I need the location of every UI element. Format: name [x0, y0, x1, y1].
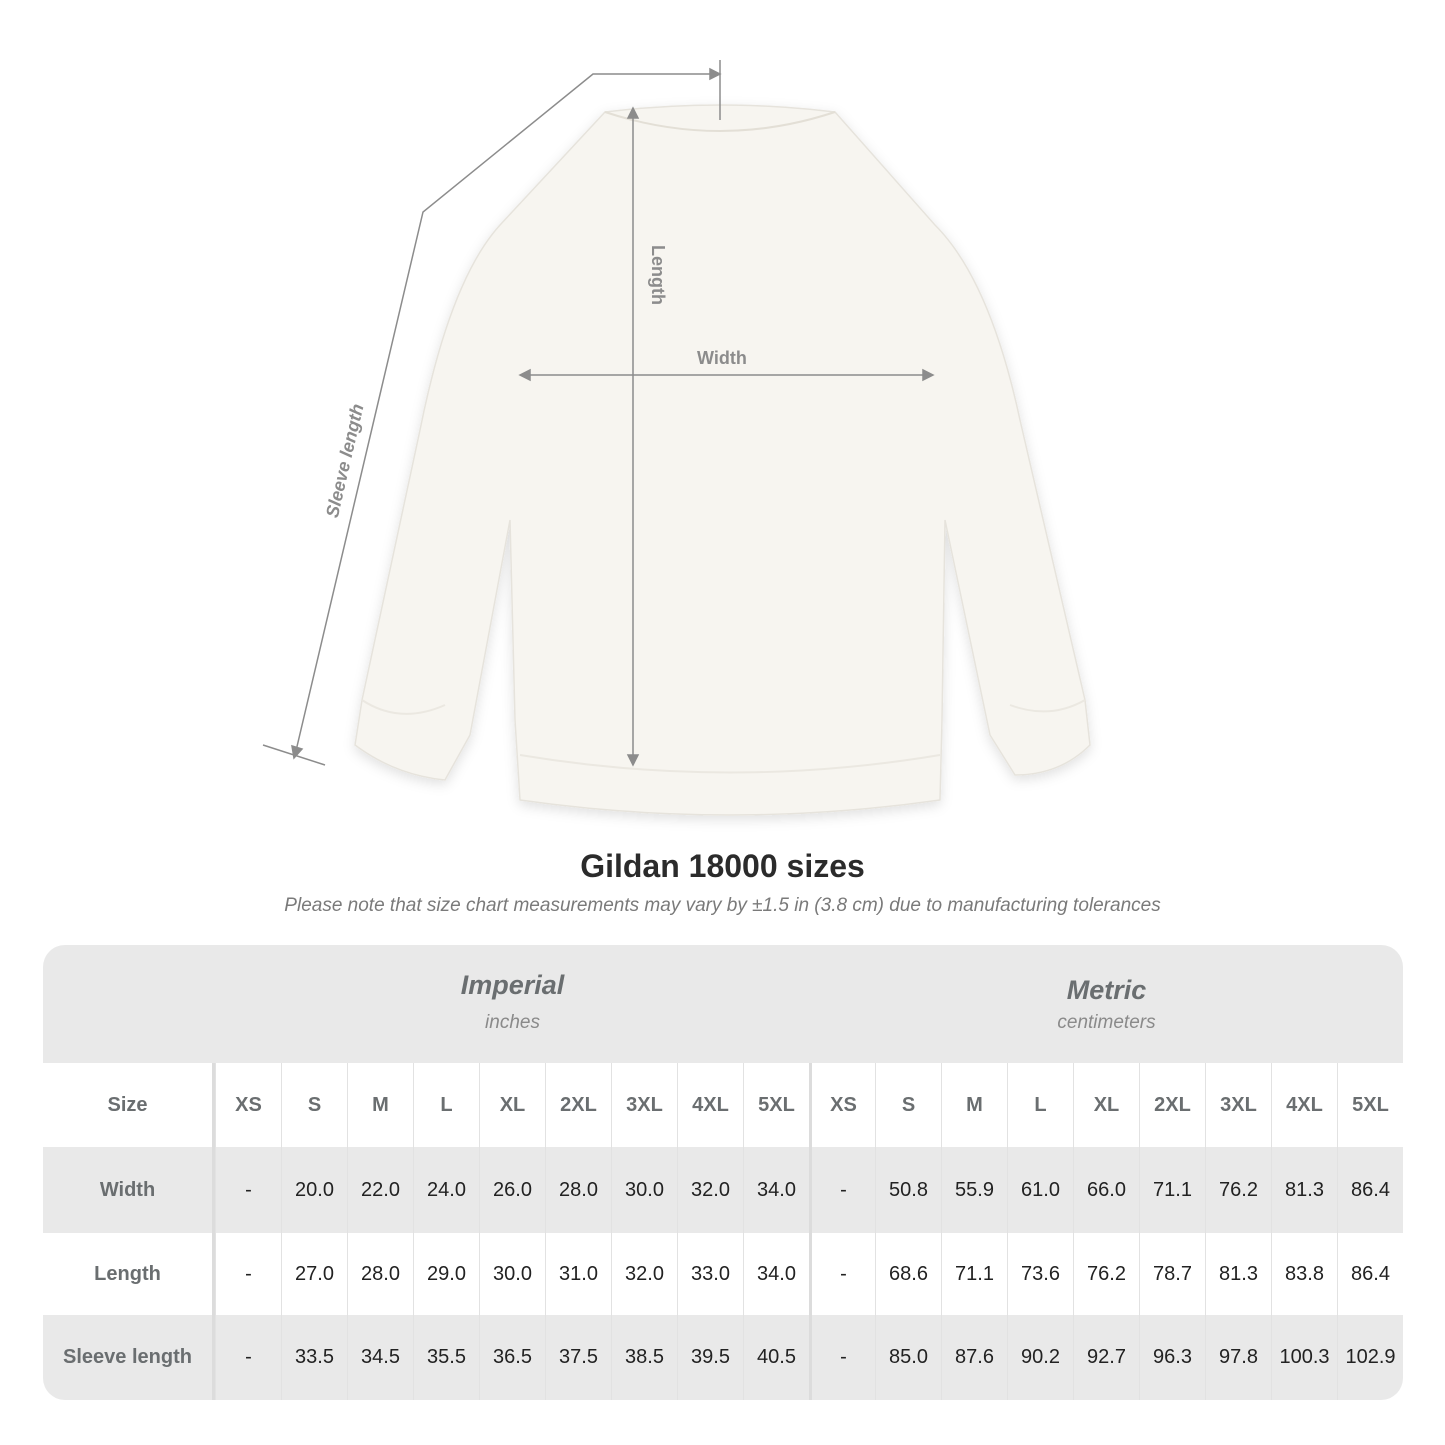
metric-value-cell: 78.7	[1139, 1233, 1205, 1315]
width-label: Width	[697, 348, 747, 368]
metric-value-cell: 102.9	[1337, 1315, 1403, 1400]
metric-title: Metric	[1066, 975, 1147, 1005]
metric-value-cell: -	[809, 1315, 875, 1400]
metric-size-m: M	[941, 1063, 1007, 1147]
imperial-value-cell: 40.5	[743, 1315, 809, 1400]
table-row: Length -27.0 28.0 29.0 30.0 31.0 32.0 33.0 34.0-…	[43, 1233, 1403, 1315]
imperial-size-xs: XS	[215, 1063, 281, 1147]
imperial-value-cell: -	[215, 1233, 281, 1315]
metric-value-cell: 92.7	[1073, 1315, 1139, 1400]
size-header-row: Size XS S M L XL 2XL 3XL 4XL 5XL XS S M L XL 2XL 3XL 4XL 5…	[43, 1063, 1403, 1147]
size-label: Size	[43, 1063, 215, 1147]
metric-size-2xl: 2XL	[1139, 1063, 1205, 1147]
metric-unit: centimeters	[1057, 1012, 1156, 1033]
sleeve-arrow-icon	[291, 67, 722, 760]
sweatshirt-diagram	[262, 60, 1091, 816]
metric-value-cell: 97.8	[1205, 1315, 1271, 1400]
imperial-value-cell: 29.0	[413, 1233, 479, 1315]
measurement-lines	[262, 60, 935, 767]
metric-value-cell: 68.6	[875, 1233, 941, 1315]
metric-value-cell: 71.1	[941, 1233, 1007, 1315]
imperial-size-s: S	[281, 1063, 347, 1147]
metric-size-s: S	[875, 1063, 941, 1147]
imperial-title: Imperial	[460, 970, 565, 1000]
metric-value-cell: -	[809, 1233, 875, 1315]
imperial-value-cell: 28.0	[545, 1147, 611, 1233]
metric-value-cell: 83.8	[1271, 1233, 1337, 1315]
metric-size-5xl: 5XL	[1337, 1063, 1403, 1147]
metric-value-cell: 73.6	[1007, 1233, 1073, 1315]
table-row: Sleeve length -33.5 34.5 35.5 36.5 37.5 38.5 39…	[43, 1315, 1403, 1400]
imperial-value-cell: 24.0	[413, 1147, 479, 1233]
metric-size-l: L	[1007, 1063, 1073, 1147]
metric-value-cell: 66.0	[1073, 1147, 1139, 1233]
width-arrow-icon	[518, 368, 935, 382]
metric-value-cell: 81.3	[1205, 1233, 1271, 1315]
imperial-value-cell: 36.5	[479, 1315, 545, 1400]
metric-size-3xl: 3XL	[1205, 1063, 1271, 1147]
sweatshirt-image	[354, 104, 1091, 816]
imperial-value-cell: 27.0	[281, 1233, 347, 1315]
metric-value-cell: 86.4	[1337, 1233, 1403, 1315]
imperial-value-cell: 20.0	[281, 1147, 347, 1233]
imperial-size-4xl: 4XL	[677, 1063, 743, 1147]
imperial-value-cell: 32.0	[611, 1233, 677, 1315]
metric-value-cell: 87.6	[941, 1315, 1007, 1400]
metric-value-cell: 81.3	[1271, 1147, 1337, 1233]
metric-value-cell: 85.0	[875, 1315, 941, 1400]
metric-size-4xl: 4XL	[1271, 1063, 1337, 1147]
imperial-value-cell: 26.0	[479, 1147, 545, 1233]
imperial-value-cell: 33.5	[281, 1315, 347, 1400]
imperial-value-cell: 32.0	[677, 1147, 743, 1233]
imperial-value-cell: 33.0	[677, 1233, 743, 1315]
imperial-size-2xl: 2XL	[545, 1063, 611, 1147]
metric-value-cell: -	[809, 1147, 875, 1233]
table-row: Width -20.0 22.0 24.0 26.0 28.0 30.0 32.0 34.0-5…	[43, 1147, 1403, 1233]
metric-value-cell: 71.1	[1139, 1147, 1205, 1233]
imperial-value-cell: 30.0	[611, 1147, 677, 1233]
imperial-value-cell: 34.0	[743, 1147, 809, 1233]
metric-value-cell: 100.3	[1271, 1315, 1337, 1400]
tolerance-note: Please note that size chart measurements…	[284, 895, 1161, 916]
imperial-header: Imperial inches	[215, 945, 810, 1063]
imperial-value-cell: 39.5	[677, 1315, 743, 1400]
metric-size-xl: XL	[1073, 1063, 1139, 1147]
imperial-size-5xl: 5XL	[743, 1063, 809, 1147]
imperial-size-3xl: 3XL	[611, 1063, 677, 1147]
imperial-value-cell: 38.5	[611, 1315, 677, 1400]
metric-size-xs: XS	[809, 1063, 875, 1147]
imperial-size-l: L	[413, 1063, 479, 1147]
row-label: Sleeve length	[43, 1315, 215, 1400]
row-label: Width	[43, 1147, 215, 1233]
metric-value-cell: 55.9	[941, 1147, 1007, 1233]
length-arrow-icon	[626, 106, 640, 767]
imperial-value-cell: -	[215, 1147, 281, 1233]
metric-header: Metric centimeters	[810, 945, 1403, 1063]
imperial-unit: inches	[485, 1012, 540, 1033]
page-title: Gildan 18000 sizes	[580, 848, 865, 884]
imperial-value-cell: 30.0	[479, 1233, 545, 1315]
metric-value-cell: 50.8	[875, 1147, 941, 1233]
table-header-band	[43, 945, 1403, 1063]
imperial-value-cell: 28.0	[347, 1233, 413, 1315]
imperial-value-cell: 22.0	[347, 1147, 413, 1233]
imperial-size-m: M	[347, 1063, 413, 1147]
size-chart-table: Imperial inches Metric centimeters Size X…	[43, 945, 1403, 1400]
metric-value-cell: 61.0	[1007, 1147, 1073, 1233]
imperial-value-cell: 37.5	[545, 1315, 611, 1400]
imperial-value-cell: 35.5	[413, 1315, 479, 1400]
imperial-value-cell: 34.0	[743, 1233, 809, 1315]
sleeve-line	[294, 73, 720, 756]
imperial-value-cell: 34.5	[347, 1315, 413, 1400]
metric-value-cell: 96.3	[1139, 1315, 1205, 1400]
metric-value-cell: 90.2	[1007, 1315, 1073, 1400]
imperial-value-cell: -	[215, 1315, 281, 1400]
imperial-size-xl: XL	[479, 1063, 545, 1147]
metric-value-cell: 76.2	[1073, 1233, 1139, 1315]
imperial-value-cell: 31.0	[545, 1233, 611, 1315]
length-label: Length	[648, 245, 668, 305]
metric-value-cell: 76.2	[1205, 1147, 1271, 1233]
metric-value-cell: 86.4	[1337, 1147, 1403, 1233]
row-label: Length	[43, 1233, 215, 1315]
